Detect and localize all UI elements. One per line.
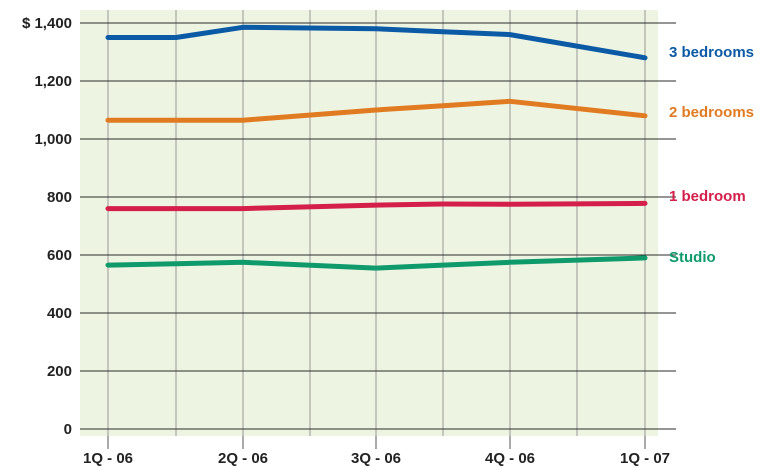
y-tick-label: 1,200 [34,73,72,90]
y-tick-label: $ 1,400 [22,15,72,32]
series-label-studio: Studio [669,249,716,266]
y-tick-label: 600 [47,247,72,264]
series-line-2-bedrooms [105,98,648,123]
x-axis-tick-labels: 1Q - 06 2Q - 06 3Q - 06 4Q - 06 1Q - 07 [83,450,670,467]
x-tick-label: 1Q - 06 [83,450,133,467]
y-tick-label: 1,000 [34,131,72,148]
series-lines [105,24,648,271]
series-label-2-bedrooms: 2 bedrooms [669,104,754,121]
x-tick-label: 3Q - 06 [351,450,401,467]
series-label-1-bedroom: 1 bedroom [669,188,746,205]
y-tick-label: 800 [47,189,72,206]
x-tick-label: 2Q - 06 [218,450,268,467]
y-tick-label: 400 [47,305,72,322]
plot-background [80,10,658,436]
y-tick-label: 0 [64,421,72,438]
series-line-studio [105,255,648,271]
y-tick-label: 200 [47,363,72,380]
x-axis-ticks [107,436,646,449]
series-label-3-bedrooms: 3 bedrooms [669,44,754,61]
x-tick-label: 4Q - 06 [485,450,535,467]
series-labels: 3 bedrooms 2 bedrooms 1 bedroom Studio [669,44,754,266]
series-line-3-bedrooms [105,24,648,61]
y-axis-tick-labels: 0 200 400 600 800 1,000 1,200 $ 1,400 [22,15,72,438]
horizontal-gridlines [80,22,676,430]
series-line-1-bedroom [105,200,648,212]
x-tick-label: 1Q - 07 [620,450,670,467]
